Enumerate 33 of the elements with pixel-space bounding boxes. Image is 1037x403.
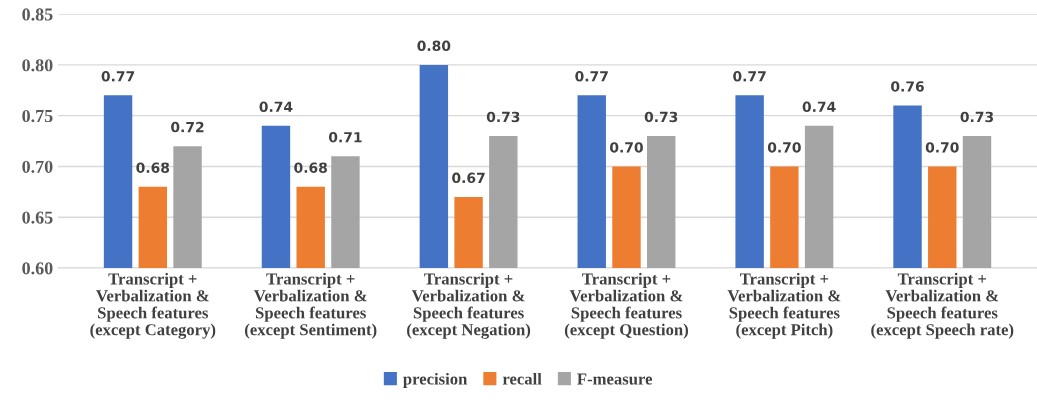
data-label: 0.74 <box>259 101 293 113</box>
data-label: 0.80 <box>417 40 451 52</box>
x-tick-label: Transcript + Verbalization & Speech features (except Negation) <box>407 272 531 339</box>
data-label: 0.68 <box>294 162 327 173</box>
data-label: 0.73 <box>960 111 994 123</box>
data-label: 0.77 <box>575 71 608 82</box>
data-label: 0.70 <box>925 142 959 153</box>
x-tick-label: Transcript + Verbalization & Speech features (except Sentiment) <box>245 272 377 339</box>
x-tick-label: Transcript + Verbalization & Speech features (except Question) <box>564 272 689 339</box>
x-tick-label: Transcript + Verbalization & Speech features (except Pitch) <box>727 272 841 339</box>
data-label: 0.77 <box>733 71 766 82</box>
data-label: 0.72 <box>171 121 204 133</box>
data-label: 0.68 <box>136 162 170 173</box>
y-tick-label: 0.70 <box>22 160 53 173</box>
data-label: 0.73 <box>644 111 678 123</box>
y-tick-label: 0.85 <box>22 8 53 21</box>
data-label: 0.71 <box>328 131 362 143</box>
data-label: 0.70 <box>610 142 643 153</box>
legend-label: F-measure <box>577 373 653 385</box>
legend-label: precision <box>403 372 468 388</box>
data-label: 0.67 <box>452 172 485 184</box>
x-tick-label: Transcript + Verbalization & Speech features (except Speech rate) <box>871 272 1014 339</box>
x-tick-label: Transcript + Verbalization & Speech features (except Category) <box>90 272 216 339</box>
y-tick-label: 0.65 <box>22 211 53 224</box>
legend-label: recall <box>502 372 542 385</box>
data-label: 0.70 <box>767 142 801 153</box>
data-label: 0.77 <box>101 71 135 82</box>
data-label: 0.74 <box>802 101 836 113</box>
y-tick-label: 0.60 <box>22 262 53 275</box>
y-tick-label: 0.80 <box>22 59 53 72</box>
y-tick-label: 0.75 <box>22 109 53 123</box>
data-label: 0.73 <box>486 111 520 123</box>
data-label: 0.76 <box>891 81 924 92</box>
